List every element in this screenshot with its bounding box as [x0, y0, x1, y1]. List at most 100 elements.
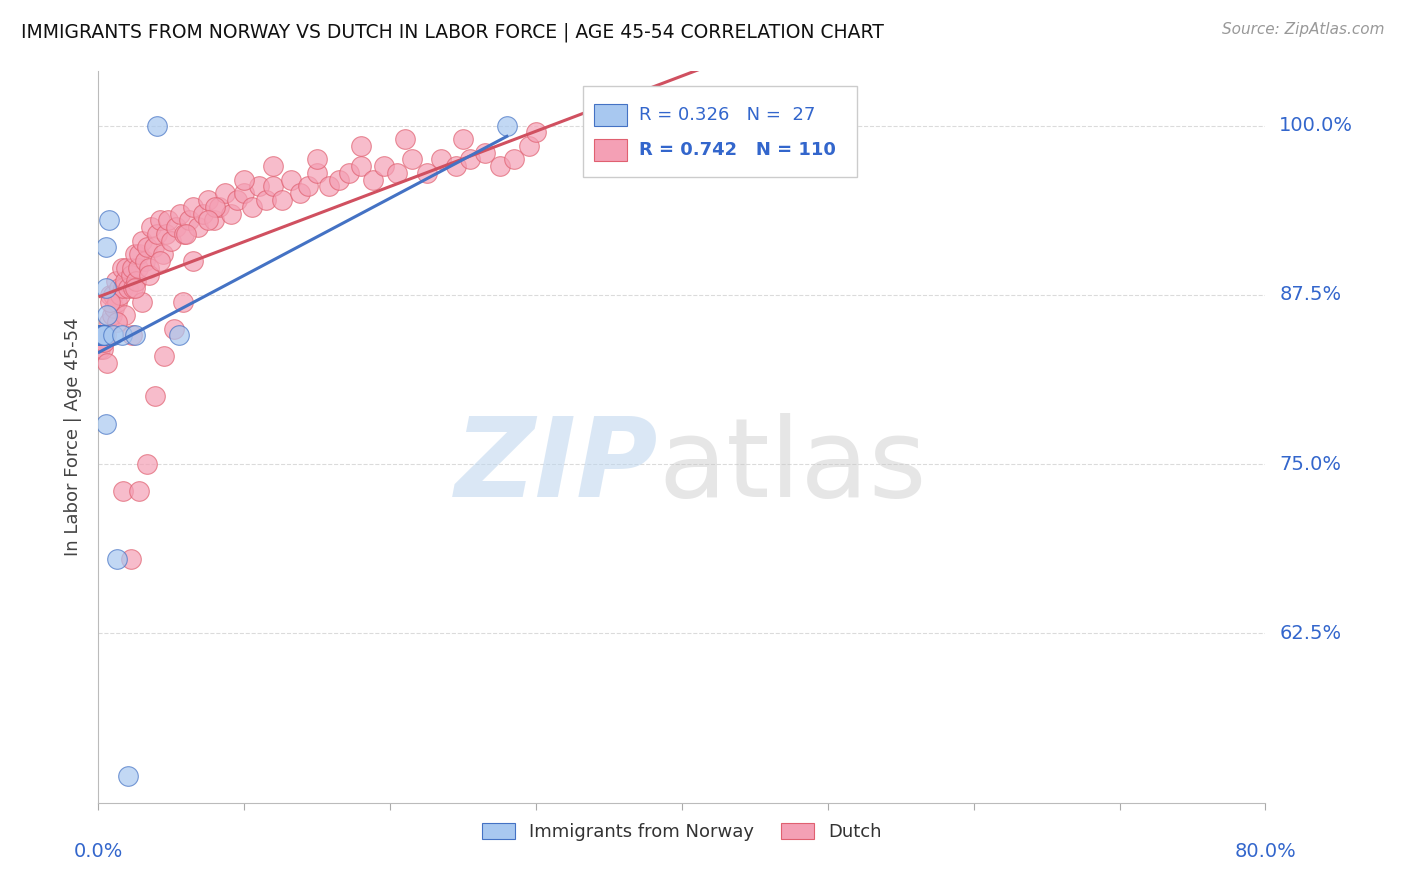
Point: [474, 145, 496, 160]
Point: [488, 159, 510, 173]
Point: [91, 328, 114, 343]
Point: [193, 206, 215, 220]
Point: [288, 186, 311, 201]
Point: [247, 179, 270, 194]
Y-axis label: In Labor Force | Age 45-54: In Labor Force | Age 45-54: [65, 318, 83, 557]
Point: [134, 254, 156, 268]
Point: [401, 153, 423, 167]
Point: [89, 328, 111, 343]
Point: [135, 457, 157, 471]
Point: [105, 294, 128, 309]
Point: [96, 308, 118, 322]
Point: [89, 328, 111, 343]
Point: [307, 166, 329, 180]
Point: [94, 281, 117, 295]
Point: [280, 172, 302, 186]
Point: [117, 281, 139, 295]
Point: [167, 328, 190, 343]
Point: [111, 328, 134, 343]
Point: [496, 119, 519, 133]
FancyBboxPatch shape: [582, 86, 856, 178]
Point: [262, 159, 284, 173]
Point: [108, 281, 131, 295]
Point: [143, 389, 166, 403]
Point: [524, 125, 547, 139]
Point: [387, 166, 409, 180]
Point: [173, 227, 195, 241]
Point: [142, 240, 165, 254]
Point: [90, 335, 112, 350]
Point: [262, 179, 284, 194]
Point: [758, 119, 780, 133]
Point: [128, 247, 150, 261]
Point: [115, 260, 138, 275]
Point: [89, 328, 111, 343]
Point: [97, 315, 120, 329]
Point: [430, 153, 453, 167]
Point: [149, 254, 172, 268]
Text: R = 0.742   N = 110: R = 0.742 N = 110: [638, 141, 835, 159]
Point: [114, 274, 136, 288]
Point: [120, 268, 142, 282]
Text: 100.0%: 100.0%: [1279, 116, 1354, 135]
Point: [96, 355, 118, 369]
Point: [297, 179, 319, 194]
Point: [93, 335, 115, 350]
Point: [187, 220, 209, 235]
Point: [240, 200, 263, 214]
Point: [444, 159, 467, 173]
Point: [583, 119, 606, 133]
Point: [146, 227, 169, 241]
Point: [135, 240, 157, 254]
Point: [153, 349, 176, 363]
Point: [112, 281, 135, 295]
Point: [90, 328, 112, 343]
Text: atlas: atlas: [658, 413, 927, 520]
Point: [93, 328, 115, 343]
Point: [138, 268, 160, 282]
Point: [127, 260, 149, 275]
Text: 0.0%: 0.0%: [73, 842, 124, 861]
Point: [94, 328, 117, 343]
Point: [181, 200, 204, 214]
Point: [451, 132, 474, 146]
Point: [350, 159, 373, 173]
Point: [174, 227, 197, 241]
Point: [700, 119, 723, 133]
Point: [254, 193, 277, 207]
Point: [163, 322, 186, 336]
Point: [197, 213, 219, 227]
Point: [328, 172, 350, 186]
Point: [394, 132, 416, 146]
Point: [157, 213, 180, 227]
Point: [124, 247, 146, 261]
Point: [350, 139, 373, 153]
Point: [103, 301, 125, 316]
Point: [337, 166, 360, 180]
Point: [93, 328, 115, 343]
Point: [155, 227, 177, 241]
Point: [138, 260, 160, 275]
Text: ZIP: ZIP: [456, 413, 658, 520]
Point: [460, 153, 482, 167]
Point: [214, 186, 236, 201]
Point: [124, 328, 146, 343]
Point: [90, 328, 112, 343]
Point: [122, 281, 145, 295]
Point: [98, 288, 121, 302]
Point: [318, 179, 340, 194]
Point: [121, 328, 143, 343]
Point: [160, 234, 183, 248]
Point: [197, 193, 219, 207]
Text: IMMIGRANTS FROM NORWAY VS DUTCH IN LABOR FORCE | AGE 45-54 CORRELATION CHART: IMMIGRANTS FROM NORWAY VS DUTCH IN LABOR…: [21, 22, 884, 42]
Point: [641, 119, 664, 133]
Point: [817, 119, 839, 133]
Legend: Immigrants from Norway, Dutch: Immigrants from Norway, Dutch: [475, 816, 889, 848]
Point: [517, 139, 540, 153]
Point: [172, 294, 194, 309]
Point: [202, 213, 225, 227]
Point: [131, 234, 153, 248]
Point: [114, 308, 136, 322]
Text: 75.0%: 75.0%: [1279, 455, 1341, 474]
Point: [503, 153, 526, 167]
